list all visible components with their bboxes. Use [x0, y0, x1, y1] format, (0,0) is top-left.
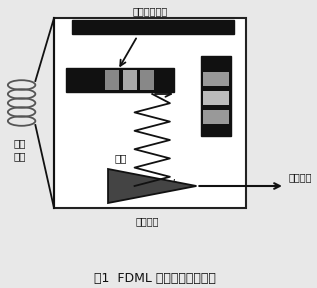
Text: 延迟: 延迟 [13, 138, 26, 148]
Text: 波长: 波长 [114, 153, 127, 163]
Bar [203, 91, 229, 105]
Bar [66, 68, 174, 92]
Polygon shape [108, 169, 197, 203]
Bar [105, 70, 119, 90]
Text: 激光输出: 激光输出 [289, 172, 312, 182]
Text: t: t [171, 179, 176, 189]
Bar [72, 20, 234, 34]
Text: 光放大器: 光放大器 [136, 216, 159, 226]
Bar [201, 56, 231, 136]
Bar [54, 18, 246, 208]
Bar [203, 72, 229, 86]
Bar [203, 110, 229, 124]
Bar [140, 70, 154, 90]
Text: 光纤: 光纤 [13, 151, 26, 161]
Text: 可调谐滤波器: 可调谐滤波器 [132, 6, 167, 16]
Text: 图1  FDML 光纤激光器原理图: 图1 FDML 光纤激光器原理图 [94, 272, 216, 285]
Bar [123, 70, 137, 90]
